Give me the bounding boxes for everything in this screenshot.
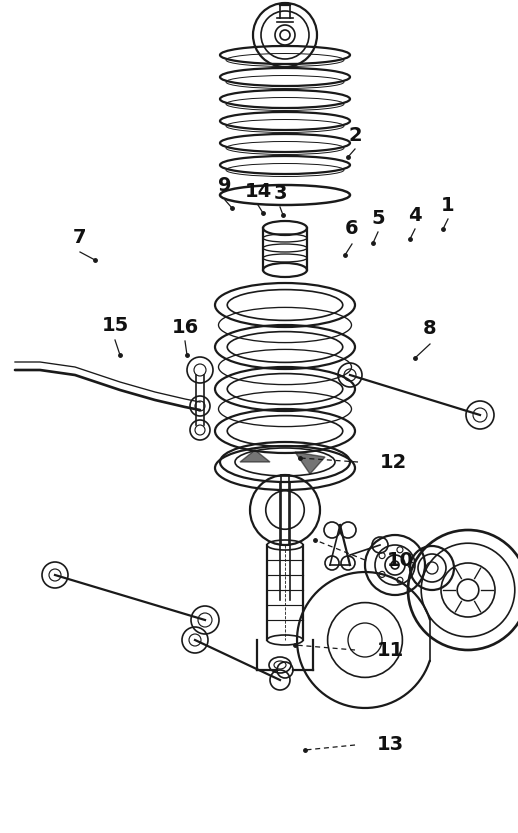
Text: 6: 6 bbox=[345, 218, 359, 237]
Text: 12: 12 bbox=[379, 452, 407, 471]
Text: 3: 3 bbox=[274, 183, 287, 202]
Text: 7: 7 bbox=[73, 227, 87, 247]
Text: 1: 1 bbox=[441, 196, 455, 215]
Text: 14: 14 bbox=[244, 182, 271, 201]
Text: 4: 4 bbox=[408, 206, 422, 225]
Text: 8: 8 bbox=[423, 318, 437, 337]
Text: 15: 15 bbox=[102, 316, 128, 335]
Text: 11: 11 bbox=[377, 641, 404, 660]
Polygon shape bbox=[295, 452, 325, 474]
Text: 9: 9 bbox=[218, 176, 232, 194]
Text: 16: 16 bbox=[171, 317, 198, 337]
Text: 10: 10 bbox=[386, 551, 413, 570]
Text: 13: 13 bbox=[377, 736, 404, 755]
Text: 2: 2 bbox=[348, 126, 362, 144]
Polygon shape bbox=[240, 450, 270, 462]
Text: 5: 5 bbox=[371, 208, 385, 227]
